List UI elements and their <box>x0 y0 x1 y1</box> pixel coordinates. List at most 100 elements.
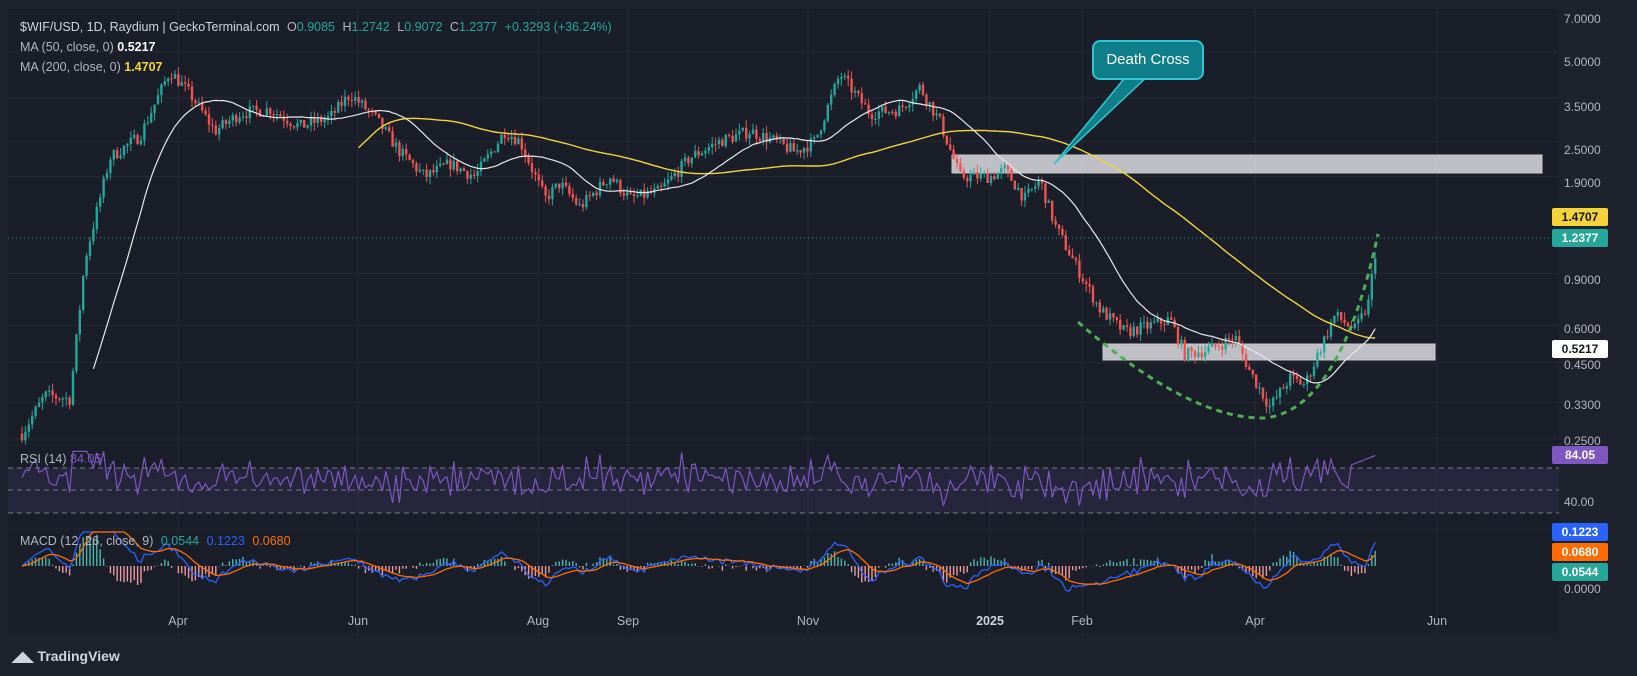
candle-body <box>643 189 646 198</box>
candle-body <box>592 192 595 196</box>
ma200-line <box>358 117 1376 339</box>
candle-body <box>500 134 503 144</box>
candle-body <box>663 183 666 187</box>
candle-body <box>524 149 527 157</box>
candle-body <box>51 390 54 396</box>
candle-body <box>792 143 795 152</box>
candle-body <box>510 136 513 140</box>
candle-body <box>490 151 493 155</box>
candle-body <box>1323 336 1326 353</box>
candle-body <box>27 424 30 432</box>
macd-legend[interactable]: MACD (12, 26, close, 9) 0.0544 0.1223 0.… <box>20 534 291 548</box>
candle-body <box>282 116 285 121</box>
candle-body <box>95 206 98 229</box>
candle-body <box>1326 336 1329 338</box>
candle-body <box>1367 299 1370 315</box>
candle-body <box>612 178 615 182</box>
candle-body <box>408 154 411 161</box>
candle-body <box>61 398 64 400</box>
candle-body <box>394 142 398 147</box>
candle-body <box>864 103 867 105</box>
candle-body <box>901 105 904 108</box>
candle-body <box>1095 302 1098 304</box>
candle-body <box>1074 258 1078 261</box>
price-tick: 5.0000 <box>1564 55 1601 69</box>
candle-body <box>486 154 489 159</box>
candle-body <box>1272 397 1275 406</box>
tradingview-logo[interactable]: ◢◣ TradingView <box>12 648 120 665</box>
candle-body <box>360 100 364 103</box>
candle-body <box>1221 346 1224 350</box>
candle-body <box>1091 286 1095 303</box>
candle-body <box>1153 321 1156 323</box>
candle-body <box>802 147 806 153</box>
candle-body <box>1190 347 1193 352</box>
candle-body <box>1068 250 1071 256</box>
candle-body <box>942 116 945 136</box>
rsi-legend[interactable]: RSI (14) 84.05 <box>20 452 101 466</box>
candle-body <box>1132 326 1135 336</box>
macd-badge: 0.0544 <box>1552 563 1608 581</box>
time-tick: 2025 <box>976 614 1004 628</box>
ma200-legend[interactable]: MA (200, close, 0) 1.4707 <box>20 60 162 74</box>
candle-body <box>258 109 262 117</box>
candle-body <box>415 163 418 172</box>
candle-body <box>1129 327 1132 336</box>
candle-body <box>241 116 245 118</box>
low-label: L <box>397 20 405 34</box>
main-pane <box>8 8 1559 444</box>
candle-body <box>1088 284 1091 287</box>
candle-body <box>163 81 166 85</box>
candle-body <box>1278 387 1282 398</box>
candle-body <box>320 117 323 123</box>
candle-body <box>1102 307 1105 313</box>
candle-body <box>894 111 897 117</box>
candle-body <box>714 143 717 145</box>
candle-body <box>432 170 435 173</box>
rsi-badge: 84.05 <box>1552 446 1608 464</box>
candle-body <box>1010 170 1013 181</box>
candle-body <box>384 127 387 130</box>
candle-body <box>1204 351 1207 357</box>
candle-body <box>1363 313 1367 315</box>
candle-body <box>891 111 894 113</box>
candle-body <box>530 163 534 173</box>
candle-body <box>68 397 71 405</box>
candle-body <box>578 204 581 206</box>
candle-body <box>449 159 452 170</box>
candle-body <box>806 147 809 152</box>
candle-body <box>972 172 976 175</box>
candle-body <box>207 114 211 125</box>
ma50-legend[interactable]: MA (50, close, 0) 0.5217 <box>20 40 156 54</box>
candle-body <box>813 137 816 139</box>
candle-body <box>289 123 292 127</box>
candle-body <box>238 117 241 123</box>
signal-value: 0.1223 <box>206 534 245 548</box>
close-label: C <box>449 20 459 34</box>
last-price-badge: 1.2377 <box>1552 229 1608 247</box>
time-tick: Nov <box>796 614 820 628</box>
candle-body <box>1105 307 1108 320</box>
candle-body <box>1224 337 1227 350</box>
candle-body <box>711 143 714 148</box>
candle-body <box>609 178 612 185</box>
candle-body <box>1125 325 1129 328</box>
candle-body <box>1034 186 1037 189</box>
hist-value: 0.0680 <box>252 534 291 548</box>
candle-body <box>1210 343 1214 347</box>
time-tick: Aug <box>526 614 550 628</box>
candle-body <box>646 191 649 198</box>
candle-body <box>738 130 741 135</box>
candle-body <box>1108 313 1112 320</box>
candle-body <box>126 143 129 146</box>
candle-body <box>323 119 326 123</box>
candle-body <box>782 137 785 144</box>
ma200-value: 1.4707 <box>124 60 163 74</box>
candle-body <box>1275 397 1278 399</box>
candle-body <box>269 108 272 115</box>
candle-body <box>1136 326 1139 335</box>
candle-body <box>966 178 969 182</box>
candle-body <box>1370 273 1373 300</box>
candle-body <box>816 134 819 138</box>
